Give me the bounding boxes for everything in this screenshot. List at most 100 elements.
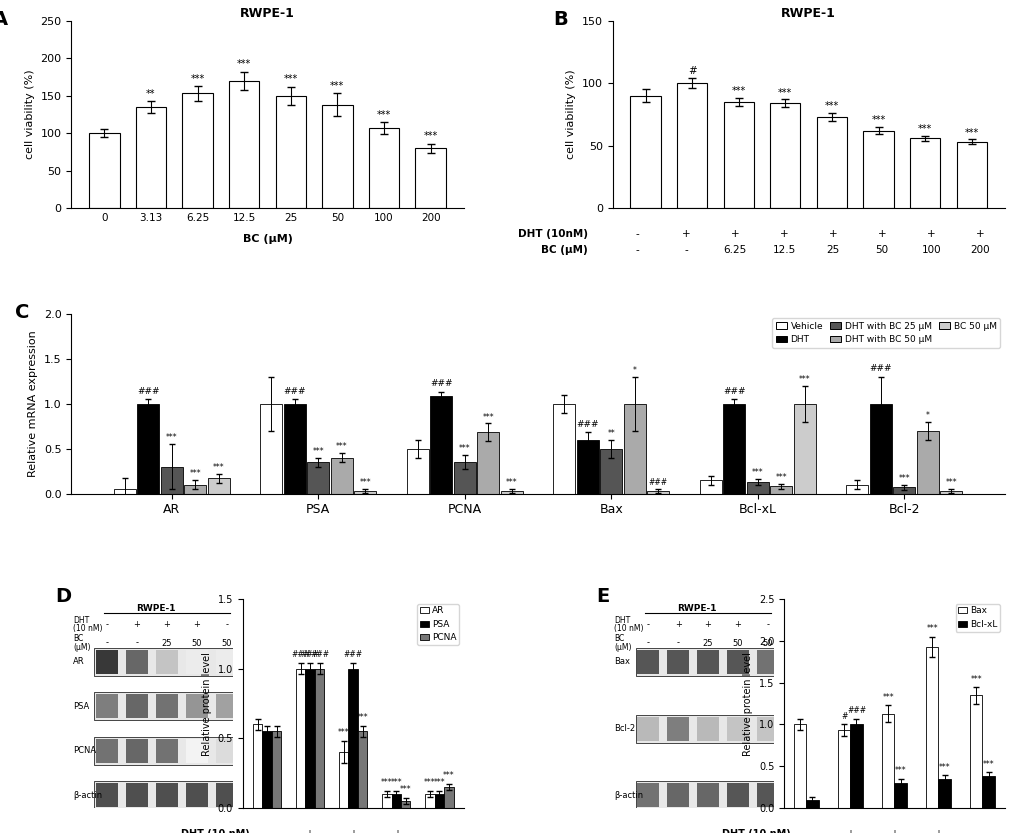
- Text: BC: BC: [73, 635, 84, 643]
- Text: ***: ***: [335, 442, 347, 451]
- Bar: [956, 142, 986, 208]
- Bar: [156, 739, 177, 763]
- Bar: [916, 431, 937, 494]
- Bar: [756, 784, 779, 807]
- Bar: [722, 404, 745, 494]
- Text: (μM): (μM): [613, 643, 631, 651]
- Bar: [576, 440, 598, 494]
- Bar: [756, 716, 779, 741]
- Bar: [95, 648, 239, 676]
- Text: ***: ***: [881, 693, 893, 702]
- Bar: [369, 128, 398, 208]
- Text: ***: ***: [898, 474, 909, 483]
- Bar: [637, 784, 658, 807]
- Text: ***: ***: [423, 132, 437, 142]
- Text: -: -: [263, 829, 266, 833]
- Text: #: #: [841, 712, 847, 721]
- Text: -: -: [765, 620, 768, 629]
- Text: RWPE-1: RWPE-1: [136, 605, 175, 613]
- Text: ***: ***: [312, 446, 324, 456]
- Text: ***: ***: [191, 74, 205, 84]
- Text: ###: ###: [430, 379, 452, 388]
- Bar: [637, 650, 658, 674]
- Text: Bax: Bax: [613, 657, 630, 666]
- Text: 100: 100: [920, 246, 941, 256]
- Text: ###: ###: [722, 387, 745, 396]
- Bar: [185, 650, 208, 674]
- Text: DHT: DHT: [73, 616, 90, 625]
- Text: D: D: [55, 586, 71, 606]
- Text: -: -: [439, 829, 443, 833]
- Bar: [330, 457, 353, 494]
- Text: +: +: [890, 829, 898, 833]
- Bar: [348, 669, 358, 808]
- Text: ***: ***: [981, 760, 994, 769]
- Bar: [358, 731, 367, 808]
- Text: β-actin: β-actin: [613, 791, 643, 800]
- Bar: [95, 692, 239, 721]
- Text: +: +: [846, 829, 853, 833]
- Bar: [89, 133, 119, 208]
- Bar: [477, 432, 499, 494]
- Bar: [769, 103, 800, 208]
- Bar: [407, 449, 429, 494]
- Bar: [425, 794, 434, 808]
- Text: -: -: [804, 829, 807, 833]
- Bar: [126, 650, 148, 674]
- Text: +: +: [305, 829, 313, 833]
- Bar: [208, 478, 229, 494]
- Bar: [391, 794, 400, 808]
- Text: +: +: [730, 228, 739, 238]
- Text: -: -: [225, 620, 228, 629]
- Bar: [850, 725, 862, 808]
- Bar: [271, 731, 281, 808]
- Text: ###: ###: [283, 387, 306, 396]
- Bar: [185, 784, 208, 807]
- Bar: [453, 462, 476, 494]
- Bar: [382, 794, 391, 808]
- Bar: [696, 784, 718, 807]
- Bar: [185, 695, 208, 718]
- Text: +: +: [348, 829, 357, 833]
- Text: ###: ###: [137, 387, 159, 396]
- Text: ***: ***: [376, 110, 390, 120]
- Bar: [881, 714, 894, 808]
- Bar: [305, 669, 315, 808]
- Text: ***: ***: [964, 127, 978, 137]
- Bar: [746, 482, 768, 494]
- Text: +: +: [828, 228, 837, 238]
- Bar: [893, 487, 914, 494]
- Text: Bcl-2: Bcl-2: [613, 724, 635, 733]
- Text: +: +: [704, 620, 711, 629]
- Bar: [430, 397, 452, 494]
- Text: ***: ***: [330, 81, 344, 91]
- Title: RWPE-1: RWPE-1: [781, 7, 836, 20]
- Text: ***: ***: [798, 375, 810, 384]
- Text: (μM): (μM): [73, 643, 91, 651]
- Bar: [161, 466, 182, 494]
- Bar: [635, 648, 780, 676]
- Bar: [262, 731, 271, 808]
- Text: β-actin: β-actin: [73, 791, 102, 800]
- Text: (10 nM): (10 nM): [613, 624, 643, 633]
- Bar: [216, 650, 237, 674]
- Bar: [216, 739, 237, 763]
- Bar: [666, 650, 689, 674]
- Bar: [635, 715, 780, 743]
- Text: -: -: [676, 639, 679, 647]
- Bar: [114, 489, 136, 494]
- Bar: [126, 739, 148, 763]
- Bar: [793, 404, 815, 494]
- Text: +: +: [975, 228, 983, 238]
- Bar: [307, 462, 329, 494]
- Text: RWPE-1: RWPE-1: [677, 605, 715, 613]
- Text: 12.5: 12.5: [771, 246, 795, 256]
- Text: +: +: [734, 620, 741, 629]
- Text: -: -: [105, 639, 108, 647]
- Text: BC: BC: [613, 635, 624, 643]
- Bar: [253, 725, 262, 808]
- Text: 50: 50: [762, 639, 772, 647]
- Text: ***: ***: [917, 124, 931, 134]
- Bar: [182, 93, 213, 208]
- Text: 200: 200: [969, 246, 989, 256]
